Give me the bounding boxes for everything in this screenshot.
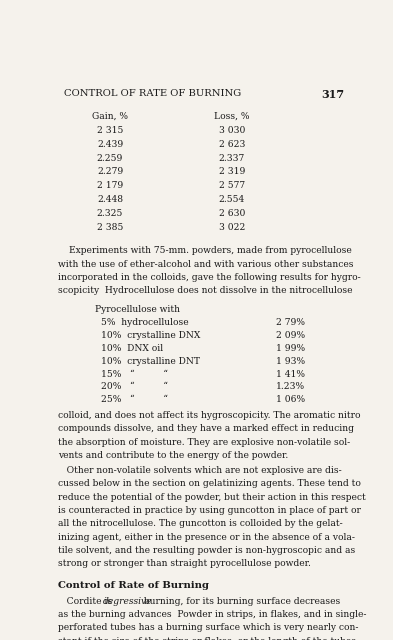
- Text: 3 030: 3 030: [219, 126, 245, 135]
- Text: 1 99%: 1 99%: [276, 344, 305, 353]
- Text: strong or stronger than straight pyrocellulose powder.: strong or stronger than straight pyrocel…: [58, 559, 311, 568]
- Text: 2 09%: 2 09%: [276, 331, 305, 340]
- Text: the absorption of moisture. They are explosive non-volatile sol-: the absorption of moisture. They are exp…: [58, 438, 351, 447]
- Text: 10%  crystalline DNT: 10% crystalline DNT: [101, 356, 200, 365]
- Text: 2 79%: 2 79%: [276, 318, 305, 327]
- Text: all the nitrocellulose. The guncotton is colloided by the gelat-: all the nitrocellulose. The guncotton is…: [58, 519, 343, 529]
- Text: Experiments with 75-mm. powders, made from pyrocellulose: Experiments with 75-mm. powders, made fr…: [69, 246, 352, 255]
- Text: 1 41%: 1 41%: [276, 369, 305, 378]
- Text: 2 385: 2 385: [97, 223, 123, 232]
- Text: Pyrocellulose with: Pyrocellulose with: [95, 305, 180, 314]
- Text: Loss, %: Loss, %: [214, 111, 250, 120]
- Text: is counteracted in practice by using guncotton in place of part or: is counteracted in practice by using gun…: [58, 506, 361, 515]
- Text: Cordite is: Cordite is: [58, 596, 115, 605]
- Text: scopicity  Hydrocellulose does not dissolve in the nitrocellulose: scopicity Hydrocellulose does not dissol…: [58, 286, 353, 295]
- Text: cussed below in the section on gelatinizing agents. These tend to: cussed below in the section on gelatiniz…: [58, 479, 361, 488]
- Text: as the burning advances  Powder in strips, in flakes, and in single-: as the burning advances Powder in strips…: [58, 610, 367, 619]
- Text: 3 022: 3 022: [219, 223, 245, 232]
- Text: 2.554: 2.554: [219, 195, 245, 204]
- Text: 2.439: 2.439: [97, 140, 123, 149]
- Text: 15%   “          “: 15% “ “: [101, 369, 168, 378]
- Text: CONTROL OF RATE OF BURNING: CONTROL OF RATE OF BURNING: [64, 88, 241, 98]
- Text: burning, for its burning surface decreases: burning, for its burning surface decreas…: [141, 596, 340, 605]
- Text: 5%  hydrocellulose: 5% hydrocellulose: [101, 318, 189, 327]
- Text: inizing agent, either in the presence or in the absence of a vola-: inizing agent, either in the presence or…: [58, 532, 355, 541]
- Text: reduce the potential of the powder, but their action in this respect: reduce the potential of the powder, but …: [58, 493, 366, 502]
- Text: incorporated in the colloids, gave the following results for hygro-: incorporated in the colloids, gave the f…: [58, 273, 361, 282]
- Text: 2.279: 2.279: [97, 168, 123, 177]
- Text: stant if the size of the strips or flakes, or the length of the tubes,: stant if the size of the strips or flake…: [58, 637, 359, 640]
- Text: colloid, and does not affect its hygroscopicity. The aromatic nitro: colloid, and does not affect its hygrosc…: [58, 411, 361, 420]
- Text: Gain, %: Gain, %: [92, 111, 128, 120]
- Text: 2.259: 2.259: [97, 154, 123, 163]
- Text: 1 06%: 1 06%: [276, 395, 305, 404]
- Text: Control of Rate of Burning: Control of Rate of Burning: [58, 581, 209, 591]
- Text: degressive: degressive: [103, 596, 152, 605]
- Text: 2 315: 2 315: [97, 126, 123, 135]
- Text: 25%   “          “: 25% “ “: [101, 395, 168, 404]
- Text: vents and contribute to the energy of the powder.: vents and contribute to the energy of th…: [58, 451, 288, 460]
- Text: with the use of ether-alcohol and with various other substances: with the use of ether-alcohol and with v…: [58, 260, 354, 269]
- Text: 20%   “          “: 20% “ “: [101, 382, 168, 391]
- Text: 2 577: 2 577: [219, 181, 245, 190]
- Text: 1.23%: 1.23%: [276, 382, 305, 391]
- Text: 2.337: 2.337: [219, 154, 245, 163]
- Text: tile solvent, and the resulting powder is non-hygroscopic and as: tile solvent, and the resulting powder i…: [58, 546, 356, 555]
- Text: 2 630: 2 630: [219, 209, 245, 218]
- Text: 2 179: 2 179: [97, 181, 123, 190]
- Text: 2 623: 2 623: [219, 140, 245, 149]
- Text: 10%  DNX oil: 10% DNX oil: [101, 344, 163, 353]
- Text: 2.325: 2.325: [97, 209, 123, 218]
- Text: perforated tubes has a burning surface which is very nearly con-: perforated tubes has a burning surface w…: [58, 623, 359, 632]
- Text: 10%  crystalline DNX: 10% crystalline DNX: [101, 331, 200, 340]
- Text: 1 93%: 1 93%: [276, 356, 305, 365]
- Text: 2 319: 2 319: [219, 168, 245, 177]
- Text: Other non-volatile solvents which are not explosive are dis-: Other non-volatile solvents which are no…: [58, 466, 342, 475]
- Text: 317: 317: [321, 88, 345, 100]
- Text: compounds dissolve, and they have a marked effect in reducing: compounds dissolve, and they have a mark…: [58, 424, 354, 433]
- Text: 2.448: 2.448: [97, 195, 123, 204]
